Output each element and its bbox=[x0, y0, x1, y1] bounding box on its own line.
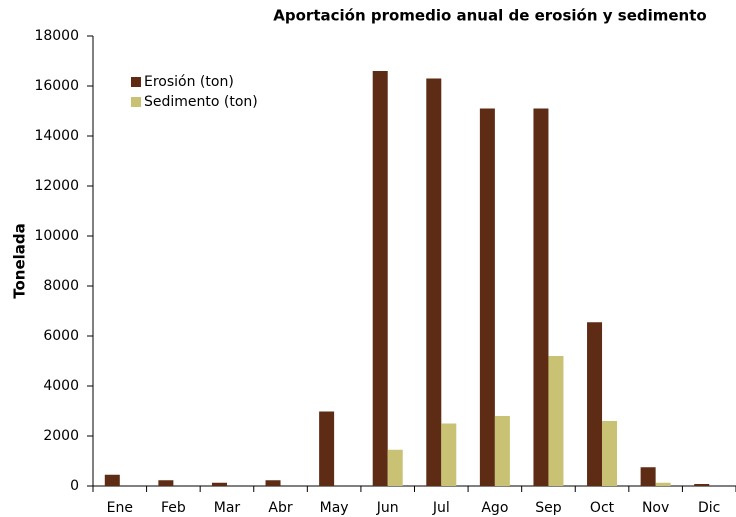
bar bbox=[494, 416, 510, 486]
bar bbox=[533, 108, 549, 486]
y-tick-label: 4000 bbox=[43, 378, 79, 394]
bar bbox=[158, 480, 174, 486]
bar bbox=[602, 421, 618, 486]
x-tick-label: Nov bbox=[642, 500, 669, 516]
bar bbox=[587, 322, 603, 486]
y-tick-label: 18000 bbox=[34, 28, 79, 44]
bar bbox=[387, 449, 403, 486]
bar bbox=[372, 71, 388, 486]
bar bbox=[319, 411, 335, 486]
y-tick-label: 10000 bbox=[34, 228, 79, 244]
x-tick-label: Ago bbox=[481, 500, 508, 516]
legend-swatch bbox=[131, 97, 141, 107]
x-tick-label: May bbox=[320, 500, 349, 516]
bar bbox=[548, 356, 564, 486]
bar bbox=[655, 482, 671, 486]
x-tick-label: Oct bbox=[590, 500, 615, 516]
bar bbox=[640, 467, 656, 486]
y-tick-label: 14000 bbox=[34, 128, 79, 144]
x-tick-label: Sep bbox=[535, 500, 562, 516]
y-tick-label: 16000 bbox=[34, 78, 79, 94]
bar bbox=[426, 78, 442, 486]
legend-label: Erosión (ton) bbox=[144, 74, 234, 90]
bar bbox=[104, 474, 120, 486]
y-tick-label: 12000 bbox=[34, 178, 79, 194]
y-tick-label: 8000 bbox=[43, 278, 79, 294]
y-axis-label: Tonelada bbox=[11, 223, 29, 299]
y-tick-label: 2000 bbox=[43, 428, 79, 444]
y-tick-label: 0 bbox=[70, 478, 79, 494]
bar bbox=[265, 480, 281, 486]
x-tick-label: Jul bbox=[432, 500, 450, 516]
x-tick-label: Abr bbox=[268, 500, 292, 516]
legend-swatch bbox=[131, 77, 141, 87]
legend-label: Sedimento (ton) bbox=[144, 94, 258, 110]
x-tick-label: Feb bbox=[161, 500, 186, 516]
chart-title: Aportación promedio anual de erosión y s… bbox=[273, 7, 706, 25]
x-tick-label: Jun bbox=[376, 500, 399, 516]
x-tick-label: Ene bbox=[107, 500, 133, 516]
bar bbox=[479, 108, 495, 486]
x-tick-label: Mar bbox=[214, 500, 241, 516]
x-tick-label: Dic bbox=[698, 500, 720, 516]
bar bbox=[694, 484, 710, 486]
bar bbox=[211, 482, 227, 486]
bar bbox=[441, 423, 457, 486]
y-tick-label: 6000 bbox=[43, 328, 79, 344]
